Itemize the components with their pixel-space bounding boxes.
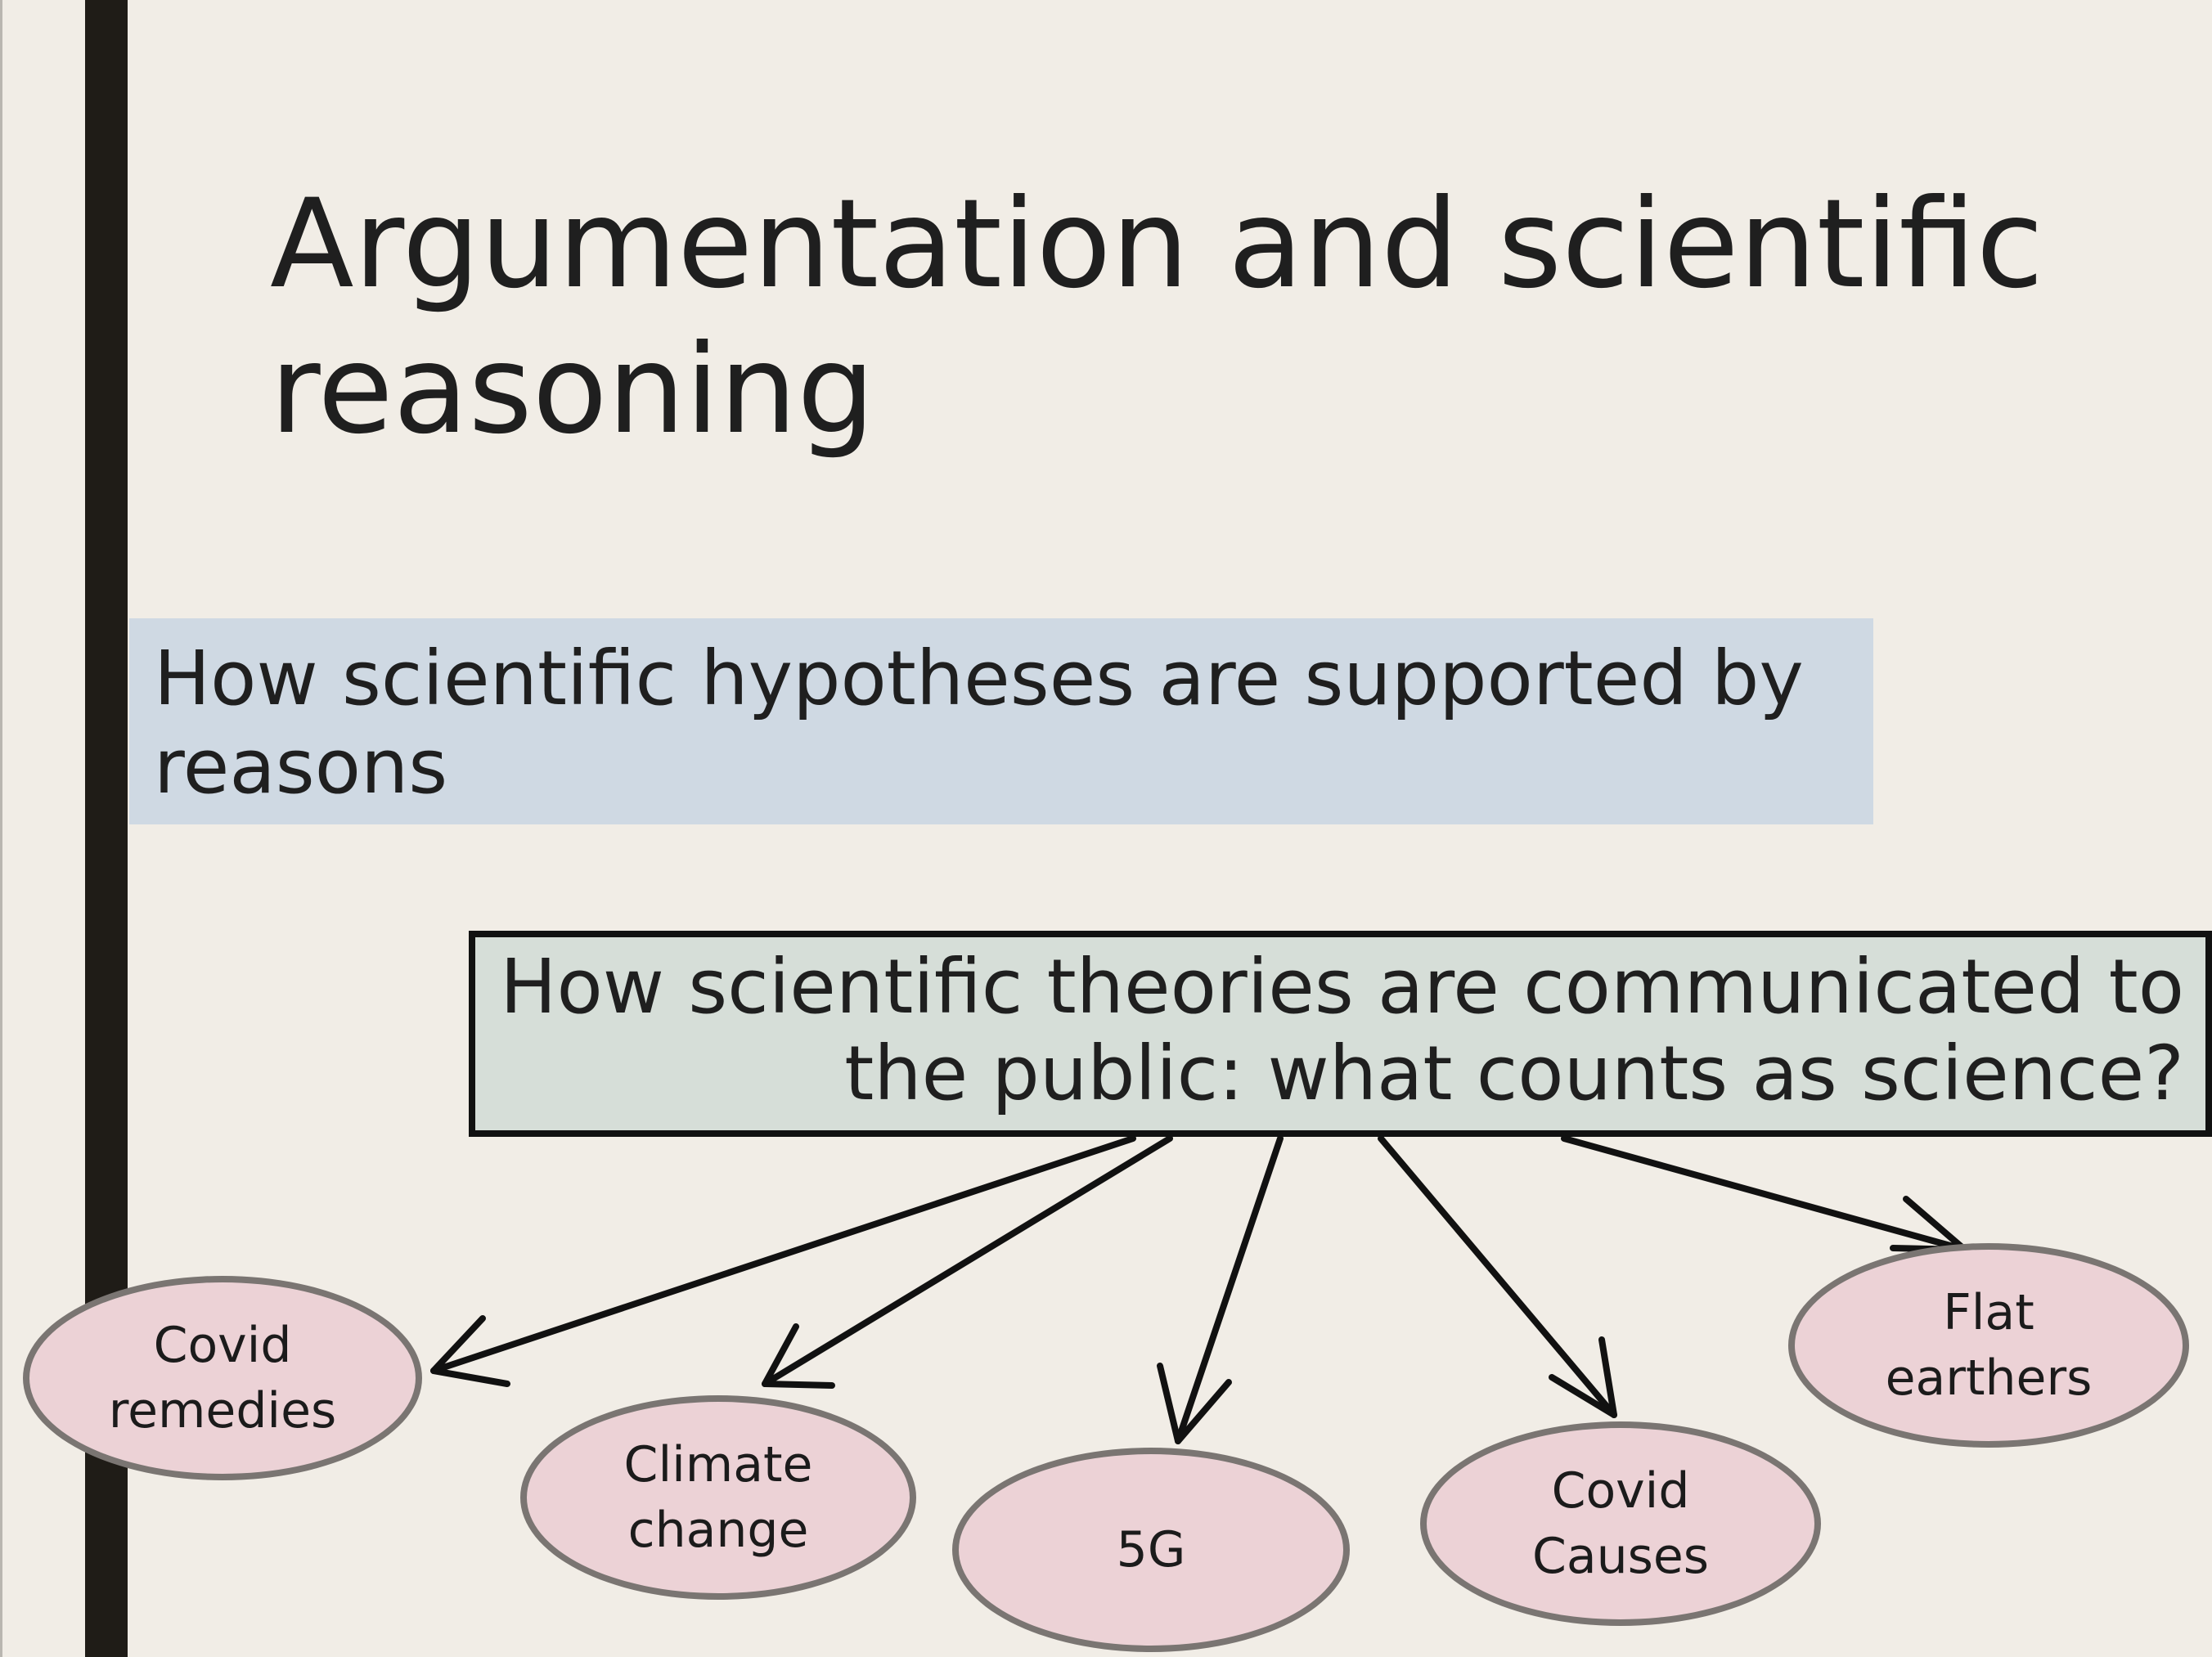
topic-flat-earthers-label: Flat earthers — [1885, 1284, 2093, 1407]
arrow-covid-causes — [1378, 1135, 1617, 1418]
topic-covid-remedies: Covid remedies — [23, 1276, 422, 1480]
topic-5g: 5G — [952, 1448, 1350, 1652]
theories-box: How scientific theories are communicated… — [469, 931, 2212, 1137]
slide-title: Argumentation and scientific reasoning — [270, 173, 2044, 461]
left-edge-line — [0, 0, 2, 1657]
arrowhead-covid-remedies — [430, 1315, 510, 1387]
topic-flat-earthers: Flat earthers — [1788, 1243, 2189, 1448]
topic-5g-label: 5G — [1116, 1521, 1186, 1578]
arrowhead-climate-change — [762, 1323, 835, 1389]
topic-climate-change: Climate change — [520, 1395, 916, 1600]
topic-climate-change-label: Climate change — [623, 1436, 813, 1559]
arrow-5g — [1175, 1135, 1284, 1444]
arrow-covid-remedies — [430, 1135, 1136, 1374]
topic-covid-causes: Covid Causes — [1420, 1421, 1821, 1626]
arrow-climate-change — [762, 1135, 1173, 1387]
topic-covid-causes-label: Covid Causes — [1531, 1462, 1710, 1585]
arrowhead-covid-causes — [1549, 1336, 1617, 1418]
hypotheses-box: How scientific hypotheses are supported … — [129, 618, 1873, 824]
topic-covid-remedies-label: Covid remedies — [108, 1317, 337, 1439]
arrow-flat-earthers — [1561, 1135, 1968, 1253]
arrowhead-5g — [1157, 1363, 1232, 1444]
